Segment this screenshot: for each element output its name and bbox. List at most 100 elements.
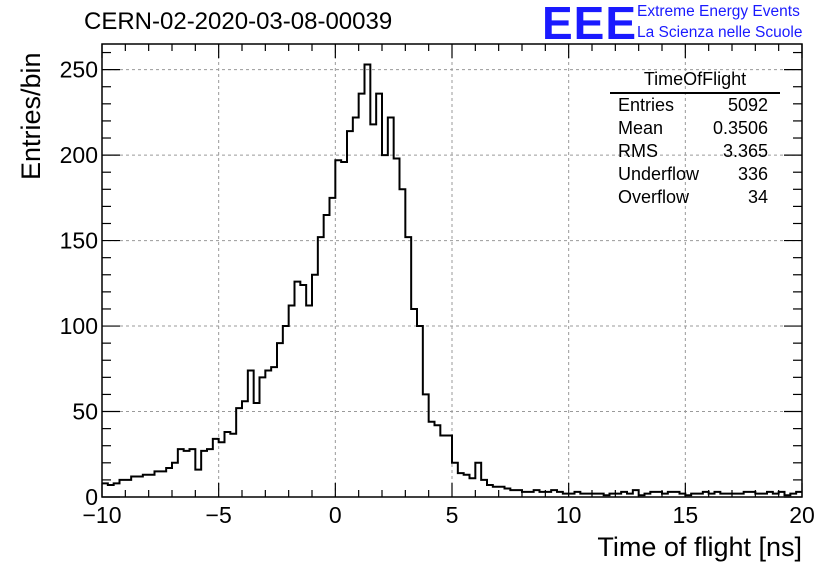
histogram-bin bbox=[674, 492, 680, 497]
histogram-bin bbox=[178, 449, 184, 497]
histogram-bin bbox=[277, 343, 283, 497]
histogram-outline bbox=[102, 63, 802, 497]
stats-label: Overflow bbox=[618, 187, 690, 207]
histogram-bin bbox=[324, 215, 330, 497]
histogram-bin bbox=[540, 492, 546, 497]
histogram-bin bbox=[382, 155, 388, 497]
histogram-bin bbox=[172, 463, 178, 497]
stats-box: TimeOfFlight Entries 5092 Mean 0.3506 RM… bbox=[610, 68, 780, 209]
histogram-bin bbox=[143, 475, 149, 497]
histogram-bin bbox=[394, 159, 400, 497]
histogram-bin bbox=[108, 485, 114, 497]
histogram-bin bbox=[131, 476, 137, 497]
stats-row-rms: RMS 3.365 bbox=[610, 140, 778, 163]
histogram-bin bbox=[289, 306, 295, 497]
x-axis-label: Time of flight [ns] bbox=[597, 532, 802, 562]
histogram-bin bbox=[184, 451, 190, 497]
histogram-bin bbox=[767, 492, 773, 497]
x-tick-label: 10 bbox=[556, 502, 582, 528]
run-title: CERN-02-2020-03-08-00039 bbox=[84, 8, 393, 35]
histogram-bin bbox=[295, 282, 301, 497]
stats-row-mean: Mean 0.3506 bbox=[610, 117, 778, 140]
y-tick-label: 100 bbox=[60, 313, 98, 339]
stats-label: Entries bbox=[618, 95, 675, 115]
histogram-bin bbox=[499, 487, 505, 497]
histogram-bin bbox=[318, 237, 324, 497]
histogram-bin bbox=[656, 492, 662, 497]
histogram-bin bbox=[120, 480, 126, 497]
histogram-bin bbox=[545, 492, 551, 497]
histogram-bin bbox=[423, 394, 429, 497]
histogram-bin bbox=[230, 434, 236, 497]
histogram-bin bbox=[505, 488, 511, 497]
eee-logo-line2: La Scienza nelle Scuole bbox=[637, 24, 803, 41]
histogram-bin bbox=[347, 131, 353, 497]
histogram-bin bbox=[102, 483, 108, 497]
histogram-bin bbox=[668, 492, 674, 497]
histogram-bin bbox=[353, 118, 359, 497]
y-tick-label: 50 bbox=[72, 399, 98, 425]
x-tick-label: −10 bbox=[82, 502, 121, 528]
histogram-bin bbox=[236, 408, 242, 497]
histogram-bin bbox=[207, 449, 213, 497]
histogram-bin bbox=[458, 473, 464, 497]
y-tick-label: 200 bbox=[60, 142, 98, 168]
histogram-bin bbox=[779, 492, 785, 497]
stats-label: Underflow bbox=[618, 164, 700, 184]
stats-value: 0.3506 bbox=[712, 118, 768, 138]
histogram-bin bbox=[435, 425, 441, 497]
histogram-bin bbox=[440, 435, 446, 497]
histogram-bin bbox=[744, 492, 750, 497]
histogram-bin bbox=[114, 483, 120, 497]
stats-value: 34 bbox=[747, 187, 768, 207]
histogram-bin bbox=[201, 451, 207, 497]
histogram-bin bbox=[195, 470, 201, 497]
histogram-bin bbox=[516, 490, 522, 497]
y-tick-label: 150 bbox=[60, 228, 98, 254]
histogram-bin bbox=[312, 275, 318, 497]
x-tick-label: 5 bbox=[446, 502, 459, 528]
stats-label: Mean bbox=[618, 118, 664, 138]
stats-value: 3.365 bbox=[722, 141, 768, 161]
histogram-bin bbox=[388, 118, 394, 497]
histogram-bin bbox=[481, 480, 487, 497]
grid-lines bbox=[102, 44, 802, 497]
histogram-bin bbox=[715, 492, 721, 497]
stats-row-entries: Entries 5092 bbox=[610, 94, 778, 117]
histogram-bin bbox=[248, 371, 254, 497]
x-tick-label: 0 bbox=[329, 502, 342, 528]
histogram-bin bbox=[452, 463, 458, 497]
histogram-bin bbox=[528, 492, 534, 497]
histogram-bin bbox=[137, 476, 143, 497]
histogram-bin bbox=[493, 487, 499, 497]
histogram-bin bbox=[283, 326, 289, 497]
histogram-bin bbox=[621, 492, 627, 497]
x-tick-label: 20 bbox=[789, 502, 815, 528]
histogram-bin bbox=[370, 124, 376, 497]
histogram-bin bbox=[271, 367, 277, 497]
stats-row-overflow: Overflow 34 bbox=[610, 186, 778, 209]
histogram-bin bbox=[190, 449, 196, 497]
histogram-bin bbox=[411, 309, 417, 497]
histogram-bin bbox=[300, 285, 306, 497]
histogram-bin bbox=[365, 65, 371, 497]
histogram-bin bbox=[254, 403, 260, 497]
eee-logo-line1: Extreme Energy Events bbox=[637, 3, 800, 20]
y-tick-label: 250 bbox=[60, 57, 98, 83]
histogram-bin bbox=[149, 475, 155, 497]
histogram-bin bbox=[225, 432, 231, 497]
eee-logo-mark: EEE bbox=[542, 0, 638, 49]
histogram-bin bbox=[633, 490, 639, 497]
histogram-bin bbox=[446, 435, 452, 497]
histogram-bin bbox=[265, 371, 271, 497]
histogram-bin bbox=[213, 439, 219, 497]
x-tick-label: 15 bbox=[673, 502, 699, 528]
histogram-bin bbox=[376, 94, 382, 497]
histogram-bin bbox=[125, 480, 131, 497]
histogram-bin bbox=[335, 160, 341, 497]
histogram-bin bbox=[464, 475, 470, 497]
histogram-bin bbox=[510, 490, 516, 497]
histogram-bin bbox=[219, 442, 225, 497]
histogram-bin bbox=[160, 471, 166, 497]
